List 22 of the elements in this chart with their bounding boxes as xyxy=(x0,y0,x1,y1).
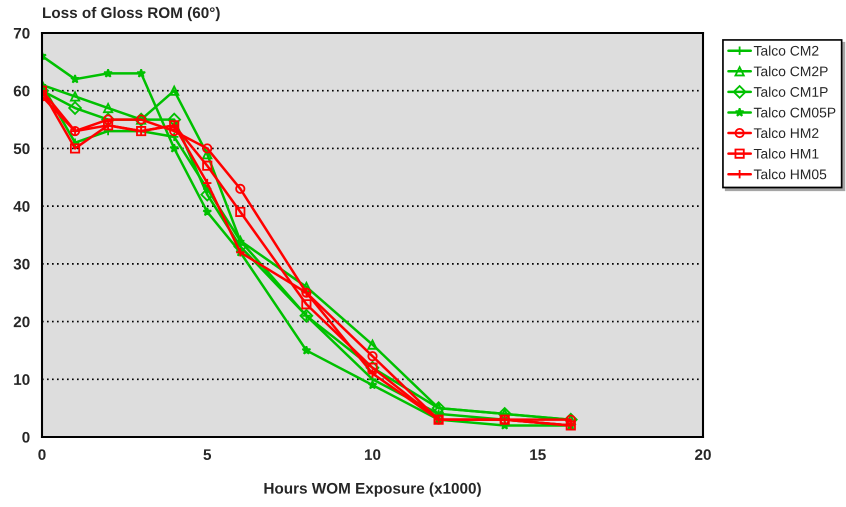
y-tick-label: 60 xyxy=(14,86,30,96)
legend-label: Talco HM2 xyxy=(754,128,818,138)
y-tick-label: 30 xyxy=(14,258,30,270)
legend-label: Talco CM2 xyxy=(754,46,818,56)
x-tick-label: 20 xyxy=(695,449,711,460)
y-tick-label: 40 xyxy=(13,201,30,212)
chart-title: Loss of Gloss ROM (60°) xyxy=(43,6,220,22)
x-tick-label: 15 xyxy=(530,449,546,460)
legend-label: Talco HM05 xyxy=(754,169,826,180)
x-tick-label: 10 xyxy=(364,449,380,460)
legend-label: Talco HM1 xyxy=(754,148,818,159)
y-tick-label: 10 xyxy=(14,374,30,385)
legend-label: Talco CM05P xyxy=(754,107,836,118)
x-tick-label: 5 xyxy=(203,449,212,460)
y-tick-label: 0 xyxy=(22,432,30,443)
y-tick-label: 50 xyxy=(14,143,30,154)
y-tick-label: 20 xyxy=(14,316,30,328)
legend-label: Talco CM1P xyxy=(754,86,828,97)
legend-label: Talco CM2P xyxy=(754,66,828,76)
y-tick-label: 70 xyxy=(14,28,30,39)
x-axis-title: Hours WOM Exposure (x1000) xyxy=(264,482,481,497)
x-tick-label: 0 xyxy=(38,449,46,460)
